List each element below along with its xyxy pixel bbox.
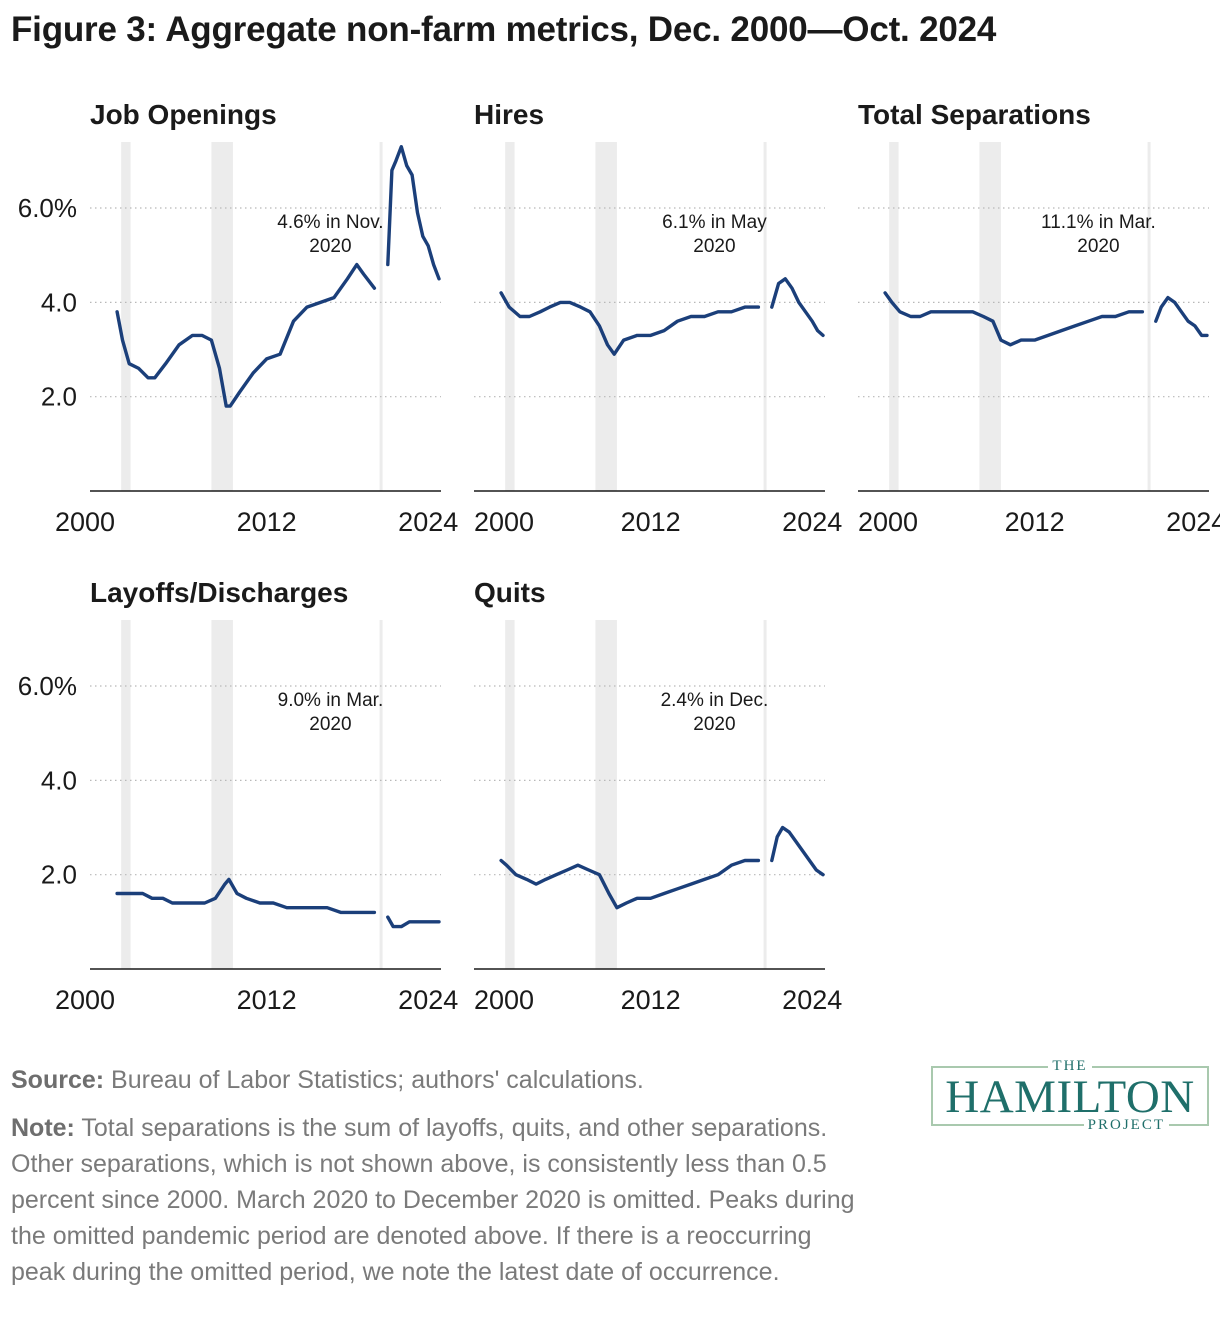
chart-panel: 2000 2012 2024 Total Separations 11.1% in Ma… [858, 99, 1220, 537]
chart-panel: 2.0 4.0 6.0% 2000 2012 2024 Layoffs/Discharges… [18, 577, 459, 1015]
panel-title: Job Openings [90, 99, 277, 130]
series-line [883, 291, 1145, 347]
peak-annotation: 2020 [309, 714, 351, 735]
hamilton-project-logo: THE HAMILTON PROJECT [931, 1058, 1209, 1133]
y-tick-label: 4.0 [41, 765, 77, 795]
x-tick-label: 2012 [1005, 507, 1065, 537]
peak-annotation: 6.1% in May [662, 212, 767, 233]
peak-annotation: 4.6% in Nov. [277, 212, 383, 233]
x-tick-label: 2000 [55, 507, 115, 537]
y-tick-label: 4.0 [41, 287, 77, 317]
small-multiples-chart: 2.0 4.0 6.0% 2000 2012 2024 Job Openings 4.6% i… [18, 99, 1220, 1015]
x-tick-label: 2012 [237, 507, 297, 537]
source-text: Bureau of Labor Statistics; authors' cal… [104, 1066, 644, 1094]
y-tick-label: 6.0% [18, 671, 77, 701]
recession-band [211, 142, 233, 491]
peak-annotation: 2020 [693, 236, 735, 257]
recession-band [979, 142, 1001, 491]
peak-annotation: 2.4% in Dec. [661, 690, 769, 711]
x-tick-label: 2012 [621, 507, 681, 537]
peak-annotation: 2020 [309, 236, 351, 257]
logo-top-text: THE [1048, 1058, 1092, 1074]
panel-title: Total Separations [858, 99, 1091, 130]
y-tick-label: 6.0% [18, 193, 77, 223]
peak-annotation: 2020 [1077, 236, 1119, 257]
series-line [1154, 295, 1209, 338]
peak-annotation: 2020 [693, 714, 735, 735]
x-tick-label: 2000 [474, 985, 534, 1015]
x-tick-label: 2024 [782, 507, 842, 537]
series-line [770, 825, 825, 877]
logo-name-text: HAMILTON [945, 1071, 1195, 1123]
recession-band [595, 620, 617, 969]
panel-title: Hires [474, 99, 544, 130]
note-text-block: Note: Total separations is the sum of la… [11, 1110, 861, 1290]
x-tick-label: 2024 [1166, 507, 1220, 537]
peak-annotation: 9.0% in Mar. [278, 690, 384, 711]
chart-panel: 2.0 4.0 6.0% 2000 2012 2024 Job Openings 4.6% i… [18, 99, 459, 537]
source-note: Source: Bureau of Labor Statistics; auth… [11, 1062, 861, 1098]
panel-title: Layoffs/Discharges [90, 577, 348, 608]
recession-band [211, 620, 233, 969]
chart-panel: 2000 2012 2024 Hires 6.1% in May 2020 [474, 99, 842, 537]
x-tick-label: 2012 [237, 985, 297, 1015]
figure-title: Figure 3: Aggregate non-farm metrics, De… [11, 10, 997, 49]
recession-band [505, 620, 515, 969]
series-line [115, 877, 377, 915]
x-tick-label: 2012 [621, 985, 681, 1015]
x-tick-label: 2000 [55, 985, 115, 1015]
series-line [770, 277, 825, 338]
y-tick-label: 2.0 [41, 860, 77, 890]
note-label: Note: [11, 1114, 75, 1142]
x-tick-label: 2000 [474, 507, 534, 537]
recession-band [121, 620, 131, 969]
peak-annotation: 11.1% in Mar. [1041, 212, 1156, 233]
recession-band [505, 142, 515, 491]
series-line [386, 915, 441, 929]
note-text: Total separations is the sum of layoffs,… [11, 1114, 855, 1286]
logo-bottom-text: PROJECT [1083, 1117, 1169, 1133]
recession-band [889, 142, 899, 491]
x-tick-label: 2000 [858, 507, 918, 537]
chart-panel: 2000 2012 2024 Quits 2.4% in Dec. 2020 [474, 577, 842, 1015]
x-tick-label: 2024 [782, 985, 842, 1015]
series-line [386, 144, 441, 281]
series-line [499, 291, 761, 356]
series-line [499, 858, 761, 910]
panel-title: Quits [474, 577, 546, 608]
y-tick-label: 2.0 [41, 382, 77, 412]
source-label: Source: [11, 1066, 105, 1094]
x-tick-label: 2024 [398, 985, 458, 1015]
x-tick-label: 2024 [398, 507, 458, 537]
recession-band [121, 142, 131, 491]
recession-band [595, 142, 617, 491]
series-line [115, 262, 377, 408]
